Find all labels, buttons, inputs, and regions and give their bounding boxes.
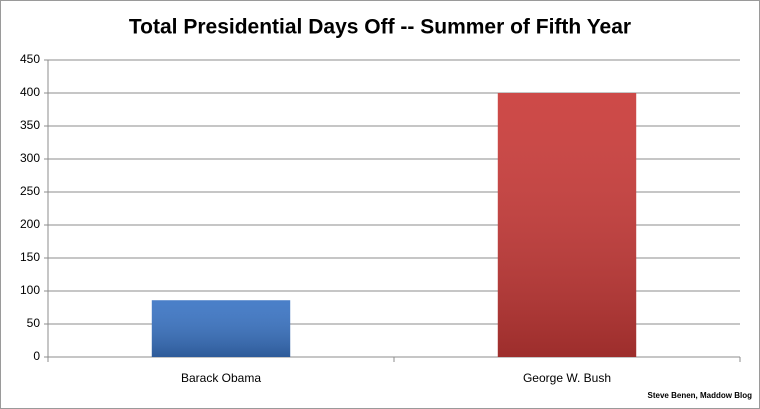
y-tick-label: 350 <box>20 118 40 132</box>
y-tick-label: 300 <box>20 151 40 165</box>
y-tick-label: 0 <box>33 349 40 363</box>
credit: Steve Benen, Maddow Blog <box>648 391 753 400</box>
bar-shading <box>497 93 637 357</box>
y-tick-label: 400 <box>20 85 40 99</box>
bar-shading <box>151 300 291 357</box>
y-tick-label: 50 <box>27 316 41 330</box>
y-tick-label: 150 <box>20 250 40 264</box>
y-tick-label: 250 <box>20 184 40 198</box>
chart-title: Total Presidential Days Off -- Summer of… <box>129 16 631 39</box>
y-tick-label: 450 <box>20 52 40 66</box>
x-tick-label: George W. Bush <box>523 371 611 385</box>
x-tick-label: Barack Obama <box>181 371 261 385</box>
y-tick-label: 200 <box>20 217 40 231</box>
y-tick-label: 100 <box>20 283 40 297</box>
